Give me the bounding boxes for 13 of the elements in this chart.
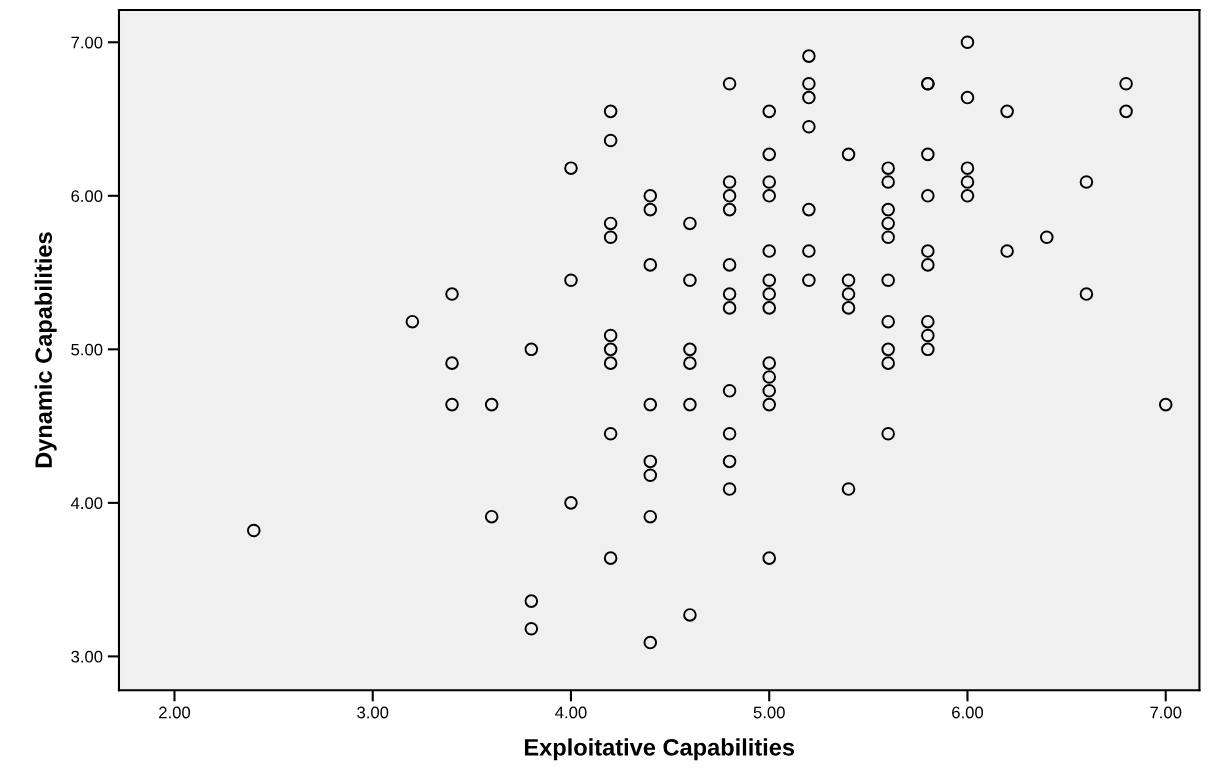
y-tick-label: 3.00 xyxy=(71,650,103,663)
x-tick-label: 6.00 xyxy=(952,706,984,719)
y-tick-label: 6.00 xyxy=(71,190,103,203)
x-tick-label: 2.00 xyxy=(159,706,191,719)
x-axis-title: Exploitative Capabilities xyxy=(524,738,795,761)
x-tick-label: 5.00 xyxy=(753,706,785,719)
x-tick-label: 3.00 xyxy=(357,706,389,719)
x-tick-label: 7.00 xyxy=(1150,706,1182,719)
y-axis-title: Dynamic Capabilities xyxy=(34,232,57,468)
y-tick-label: 5.00 xyxy=(71,343,103,356)
y-tick-label: 4.00 xyxy=(70,497,103,510)
x-tick-label: 4.00 xyxy=(555,706,587,719)
y-tick-label: 7.00 xyxy=(71,36,103,49)
